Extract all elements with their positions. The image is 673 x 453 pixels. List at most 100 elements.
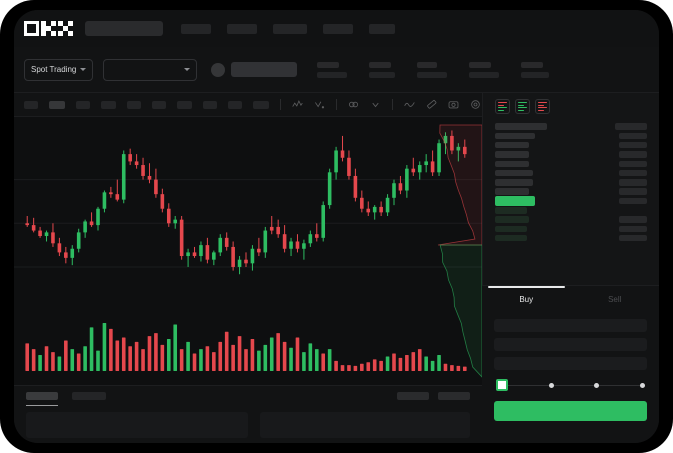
order-entry-form bbox=[482, 313, 659, 443]
orderbook-mode-row bbox=[538, 104, 544, 106]
orderbook-price-cell bbox=[495, 132, 535, 140]
market-stat-label bbox=[521, 61, 544, 68]
orderbook-bid-row-3[interactable] bbox=[495, 224, 647, 233]
orderbook-amount-cell bbox=[619, 160, 647, 168]
market-sub-header: Spot Trading bbox=[14, 47, 659, 93]
order-form-fields bbox=[494, 319, 647, 370]
timeframe-button-4[interactable] bbox=[101, 100, 116, 109]
nav-item-3[interactable] bbox=[273, 23, 307, 34]
orders-actions bbox=[397, 392, 470, 400]
timeframe-button-1[interactable] bbox=[24, 100, 38, 109]
indicators-icon[interactable] bbox=[292, 99, 303, 110]
price-chart-panel[interactable] bbox=[14, 117, 482, 385]
orderbook-mode-row bbox=[518, 104, 524, 106]
order-field-3[interactable] bbox=[494, 357, 647, 370]
orderbook-amount-cell bbox=[619, 179, 647, 186]
chevron-down-icon[interactable] bbox=[370, 99, 381, 110]
orderbook-mode-both[interactable] bbox=[495, 99, 510, 114]
orderbook-current-price-row[interactable] bbox=[495, 196, 647, 207]
amount-percent-slider[interactable] bbox=[496, 379, 645, 391]
slider-dot-2[interactable] bbox=[548, 382, 554, 388]
trade-tab-buy[interactable]: Buy bbox=[482, 286, 571, 313]
orderbook-amount-cell bbox=[619, 169, 647, 177]
nav-items bbox=[181, 23, 411, 34]
market-stat-label bbox=[317, 61, 340, 68]
timeframe-button-8[interactable] bbox=[203, 100, 217, 109]
market-stat-3 bbox=[417, 61, 448, 78]
timeframe-button-9[interactable] bbox=[228, 100, 242, 109]
orderbook-mode-row bbox=[498, 102, 507, 104]
volume-histogram bbox=[25, 323, 467, 371]
candlestick-chart[interactable] bbox=[14, 117, 482, 313]
spot-trading-dropdown[interactable]: Spot Trading bbox=[24, 58, 94, 81]
market-stat-5 bbox=[521, 61, 550, 78]
timeframe-button-7[interactable] bbox=[177, 100, 192, 109]
market-stat-value bbox=[369, 71, 396, 78]
orderbook-mode-row bbox=[518, 107, 527, 109]
chevron-down-icon bbox=[184, 68, 191, 71]
orderbook-price-cell bbox=[495, 207, 527, 214]
orders-card-1 bbox=[26, 412, 248, 438]
nav-item-1[interactable] bbox=[181, 23, 211, 34]
orderbook-mode-row bbox=[538, 102, 547, 104]
timeframe-button-10[interactable] bbox=[253, 100, 269, 109]
timeframe-button-2[interactable] bbox=[49, 100, 65, 109]
timeframe-button-3[interactable] bbox=[76, 100, 90, 109]
logo-letter-x bbox=[58, 21, 73, 36]
orderbook-bid-row-4[interactable] bbox=[495, 234, 647, 243]
timeframe-selector bbox=[24, 100, 269, 109]
orderbook-bid-row-1[interactable] bbox=[495, 206, 647, 215]
search-input[interactable] bbox=[85, 21, 163, 36]
orderbook-price-cell bbox=[495, 169, 533, 177]
orderbook-ask-row-4[interactable] bbox=[495, 159, 647, 168]
orderbook-ask-row-1[interactable] bbox=[495, 131, 647, 140]
camera-icon[interactable] bbox=[448, 99, 459, 110]
orders-content bbox=[14, 400, 482, 438]
orderbook-mode-asks[interactable] bbox=[535, 99, 550, 114]
last-price-value bbox=[231, 62, 298, 77]
slider-dot-1[interactable] bbox=[496, 379, 508, 391]
orderbook-ask-row-6[interactable] bbox=[495, 178, 647, 187]
orders-action-2[interactable] bbox=[438, 392, 470, 400]
compare-icon[interactable] bbox=[348, 99, 359, 110]
slider-dot-3[interactable] bbox=[594, 382, 600, 388]
trade-tab-sell[interactable]: Sell bbox=[608, 295, 622, 304]
orderbook-price-cell bbox=[495, 188, 529, 195]
orderbook-bid-row-2[interactable] bbox=[495, 215, 647, 224]
orderbook-header-row[interactable] bbox=[495, 122, 647, 131]
settings-gear-icon[interactable] bbox=[470, 99, 481, 110]
orders-tab-1[interactable] bbox=[26, 392, 58, 406]
orderbook-mode-row bbox=[498, 104, 504, 106]
orderbook-mode-row bbox=[538, 109, 544, 111]
orderbook-ask-row-5[interactable] bbox=[495, 168, 647, 177]
orders-action-1[interactable] bbox=[397, 392, 429, 400]
orders-tabs bbox=[14, 386, 482, 406]
ruler-icon[interactable] bbox=[426, 99, 437, 110]
current-price-cell bbox=[495, 196, 535, 207]
submit-order-button[interactable] bbox=[494, 401, 647, 421]
orderbook-amount-cell bbox=[619, 151, 647, 158]
timeframe-button-5[interactable] bbox=[127, 100, 141, 109]
slider-dot-4[interactable] bbox=[639, 382, 645, 388]
order-field-2[interactable] bbox=[494, 338, 647, 351]
orderbook-amount-cell bbox=[619, 132, 647, 140]
orderbook-ask-row-7[interactable] bbox=[495, 187, 647, 196]
nav-item-2[interactable] bbox=[227, 23, 257, 34]
nav-item-5[interactable] bbox=[369, 23, 395, 34]
orderbook-ask-row-2[interactable] bbox=[495, 141, 647, 150]
okx-logo[interactable] bbox=[24, 21, 73, 36]
trading-pair-dropdown[interactable] bbox=[103, 58, 198, 81]
nav-item-4[interactable] bbox=[323, 23, 353, 34]
orderbook-mode-row bbox=[498, 107, 507, 109]
orders-tab-2[interactable] bbox=[72, 392, 106, 400]
orderbook-mode-bids[interactable] bbox=[515, 99, 530, 114]
alert-icon[interactable] bbox=[314, 99, 325, 110]
timeframe-button-6[interactable] bbox=[152, 100, 166, 109]
market-stat-value bbox=[521, 71, 550, 78]
orderbook-depth-overlay bbox=[437, 124, 482, 378]
order-field-1[interactable] bbox=[494, 319, 647, 332]
orderbook-ask-row-3[interactable] bbox=[495, 150, 647, 159]
orderbook-price-cell bbox=[495, 216, 529, 223]
line-chart-icon[interactable] bbox=[404, 99, 415, 110]
